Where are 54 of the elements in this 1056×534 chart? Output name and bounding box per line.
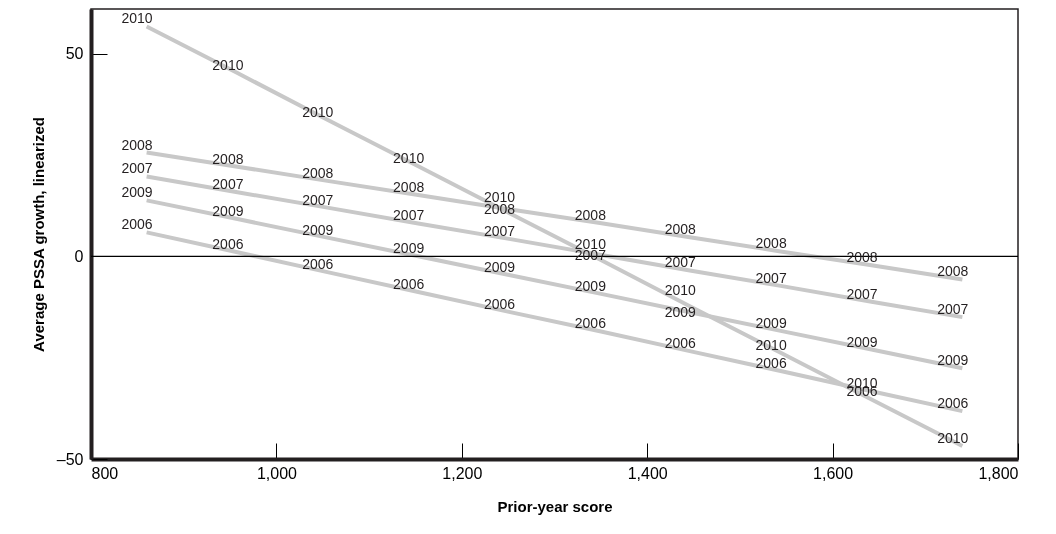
text: 2007 (483, 222, 516, 239)
text: 2007 (937, 301, 969, 318)
text: 2008 (574, 207, 606, 224)
text: 2010 (121, 10, 153, 27)
text: 2006 (302, 256, 334, 273)
text: 2008 (121, 136, 153, 153)
text: 2008 (664, 221, 696, 238)
text: 2008 (393, 179, 425, 196)
series-label: 2009 (393, 240, 425, 257)
text: 2006 (393, 275, 425, 292)
text: 2006 (212, 236, 244, 253)
series-label: 2010 (302, 103, 334, 120)
text: 2009 (121, 184, 153, 201)
text: 2009 (483, 258, 516, 275)
x-axis-title: Prior-year score (497, 497, 613, 515)
y-tick-label: 50 (65, 45, 84, 63)
series-label: 2006 (483, 295, 516, 312)
x-tick-label: 1,400 (627, 464, 668, 482)
text: 2009 (212, 203, 244, 219)
x-tick-label: 1,200 (442, 464, 483, 482)
x-tick-label: 800 (91, 464, 119, 482)
text: 2010 (212, 57, 244, 74)
x-tick-label: 1,000 (256, 464, 298, 482)
text: 2008 (212, 150, 244, 167)
text: 2008 (755, 235, 787, 252)
text: 2009 (937, 352, 969, 369)
text: 2006 (121, 216, 153, 233)
x-tick-label: 1,800 (978, 464, 1019, 482)
x-tick-label: 1,600 (813, 464, 854, 482)
y-tick-label: 0 (74, 247, 84, 265)
text: 2006 (664, 335, 696, 352)
text: 2006 (574, 315, 606, 332)
y-tick-label: –50 (56, 450, 84, 468)
text: 2009 (574, 277, 606, 294)
text: 2007 (302, 191, 334, 208)
text: 2010 (664, 282, 696, 299)
text: 2008 (302, 164, 334, 181)
text: 2010 (393, 150, 425, 167)
text: 2008 (937, 263, 969, 280)
text: 2006 (937, 395, 969, 412)
text: 2007 (393, 207, 425, 224)
text: 2010 (937, 430, 969, 447)
text: 2009 (302, 221, 334, 238)
text: 2006 (755, 355, 787, 372)
text: 2010 (755, 336, 787, 353)
text: 2007 (121, 160, 153, 177)
text: 2007 (846, 285, 878, 302)
text: 2007 (755, 269, 787, 286)
series-label: 2007 (664, 254, 697, 271)
text: 2009 (846, 333, 878, 350)
y-axis-title: Average PSSA growth, linearized (29, 117, 47, 352)
text: 2007 (212, 176, 244, 193)
text: 2009 (755, 314, 787, 331)
text: 2009 (664, 304, 696, 321)
